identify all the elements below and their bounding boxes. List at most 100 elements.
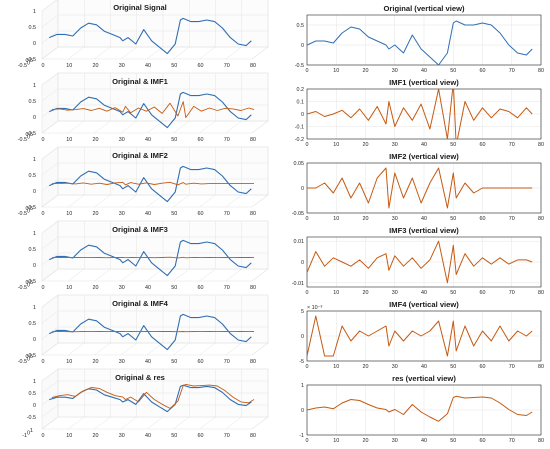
y-tick-label: -0.05	[292, 211, 304, 217]
depth-tick-label: 1	[30, 428, 33, 434]
grid-line	[173, 416, 190, 430]
grid-line	[225, 46, 242, 60]
x-tick-label: 40	[421, 216, 427, 222]
y-tick-label: 0	[301, 43, 304, 49]
x-tick-label: 80	[538, 290, 544, 296]
grid-line	[225, 268, 242, 282]
x-tick-label: 70	[224, 433, 230, 439]
x-tick-label: 30	[392, 68, 398, 74]
grid-line	[146, 194, 164, 208]
depth-tick-label: 0.5	[26, 206, 34, 212]
x-tick-label: 50	[171, 63, 177, 69]
x-tick-label: 70	[509, 438, 515, 444]
depth-tick-label: 0.5	[26, 354, 34, 360]
grid-line	[146, 342, 164, 356]
x-tick-label: 80	[250, 63, 256, 69]
z-tick-label: 0.5	[29, 173, 37, 179]
component-series-line	[307, 315, 533, 357]
z-tick-label: 0	[33, 189, 36, 195]
depth-tick-label: 0	[27, 357, 30, 363]
original-series-line	[48, 165, 252, 203]
y-tick-label: -0.01	[292, 281, 304, 287]
x-tick-label: 70	[509, 216, 515, 222]
x-tick-label: 50	[450, 290, 456, 296]
z-tick-label: 1	[33, 379, 36, 385]
component-series-line	[307, 89, 533, 139]
x-tick-label: 10	[333, 438, 339, 444]
grid-line	[94, 416, 111, 430]
x-tick-label: 20	[93, 137, 99, 143]
grid-line	[225, 342, 242, 356]
panel-title: IMF4 (vertical view)	[389, 300, 459, 309]
grid-line	[251, 194, 269, 208]
z-tick-label: -0.5	[27, 57, 36, 63]
depth-tick-label: 0	[27, 135, 30, 141]
y-tick-label: 0	[301, 186, 304, 192]
panel-2d-7: 0 10 20 30 40 50 60 70 80 0.2 0.1 0 -0.1 -0.2 IMF1 (ve…	[295, 78, 544, 148]
grid-line	[41, 194, 59, 208]
exponent-label: × 10⁻³	[307, 305, 322, 311]
x-tick-label: 10	[333, 290, 339, 296]
depth-tick-label: 0.5	[26, 58, 34, 64]
grid-line	[94, 46, 111, 60]
z-tick-label: 0	[33, 115, 36, 121]
x-tick-label: 50	[171, 285, 177, 291]
grid-line	[199, 342, 216, 356]
panel-title: Original Signal	[113, 3, 167, 12]
y-tick-label: 0.5	[297, 23, 305, 29]
x-tick-label: 40	[145, 137, 151, 143]
left-wall	[41, 72, 59, 134]
x-tick-label: 50	[450, 216, 456, 222]
x-tick-label: 0	[42, 359, 45, 365]
x-tick-label: 60	[198, 137, 204, 143]
y-tick-label: 0.01	[294, 239, 305, 245]
x-tick-label: 30	[119, 433, 125, 439]
x-tick-label: 30	[392, 216, 398, 222]
x-tick-label: 80	[538, 438, 544, 444]
x-tick-label: 10	[66, 63, 72, 69]
original-series-line	[307, 20, 533, 65]
x-tick-label: 70	[509, 364, 515, 370]
panel-3d-3: 10.50-0.50.50-0.5 0 10 20 30 40 50 60 70 80Origin…	[18, 220, 269, 291]
z-tick-label: 0	[33, 263, 36, 269]
left-wall	[41, 146, 59, 208]
x-tick-label: 80	[250, 211, 256, 217]
x-tick-label: 40	[421, 364, 427, 370]
x-tick-label: 0	[42, 211, 45, 217]
grid-line	[120, 342, 137, 356]
x-tick-label: 20	[93, 359, 99, 365]
depth-tick-label: 0	[27, 283, 30, 289]
x-tick-label: 60	[480, 364, 486, 370]
grid-line	[41, 236, 59, 250]
grid-line	[173, 194, 190, 208]
depth-tick-label: 0	[27, 209, 30, 215]
z-tick-label: 0.5	[29, 321, 37, 327]
grid-line	[41, 14, 59, 28]
y-tick-label: 0	[301, 334, 304, 340]
y-tick-label: 0	[301, 260, 304, 266]
depth-tick-label: 0.5	[26, 132, 34, 138]
x-tick-label: 20	[363, 364, 369, 370]
panel-3d-4: 10.50-0.50.50-0.5 0 10 20 30 40 50 60 70 80Origin…	[18, 294, 269, 365]
x-tick-label: 40	[421, 438, 427, 444]
grid-line	[251, 268, 269, 282]
panel-title: Original & IMF1	[112, 77, 168, 86]
z-tick-label: -0.5	[27, 415, 36, 421]
x-tick-label: 60	[198, 359, 204, 365]
x-tick-label: 0	[42, 433, 45, 439]
grid-line	[41, 404, 59, 418]
z-tick-label: 1	[33, 305, 36, 311]
x-tick-label: 30	[119, 63, 125, 69]
x-tick-label: 40	[145, 359, 151, 365]
component-series-line	[307, 395, 533, 422]
x-tick-label: 50	[450, 142, 456, 148]
y-tick-label: 0.1	[297, 100, 305, 106]
x-tick-label: 0	[306, 68, 309, 74]
x-tick-label: 20	[363, 216, 369, 222]
x-tick-label: 20	[93, 211, 99, 217]
z-tick-label: 0.5	[29, 391, 37, 397]
left-wall	[41, 220, 59, 282]
x-tick-label: 80	[250, 285, 256, 291]
grid-line	[146, 120, 164, 134]
